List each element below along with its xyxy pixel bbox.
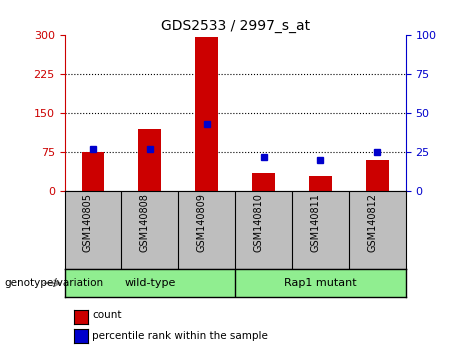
Bar [366,160,389,191]
Text: GSM140808: GSM140808 [140,194,150,252]
Text: wild-type: wild-type [124,278,176,288]
Text: GSM140810: GSM140810 [254,194,264,252]
Text: count: count [92,310,122,320]
Text: genotype/variation: genotype/variation [5,278,104,288]
Text: GSM140809: GSM140809 [197,194,207,252]
Text: Rap1 mutant: Rap1 mutant [284,278,357,288]
Bar [309,176,332,191]
Text: GSM140811: GSM140811 [310,194,320,252]
Text: GSM140812: GSM140812 [367,194,377,252]
Bar [82,152,104,191]
Text: percentile rank within the sample: percentile rank within the sample [92,331,268,341]
Title: GDS2533 / 2997_s_at: GDS2533 / 2997_s_at [160,19,310,33]
Bar [138,129,161,191]
Bar [195,38,218,191]
Text: GSM140805: GSM140805 [83,194,93,252]
Bar [252,173,275,191]
